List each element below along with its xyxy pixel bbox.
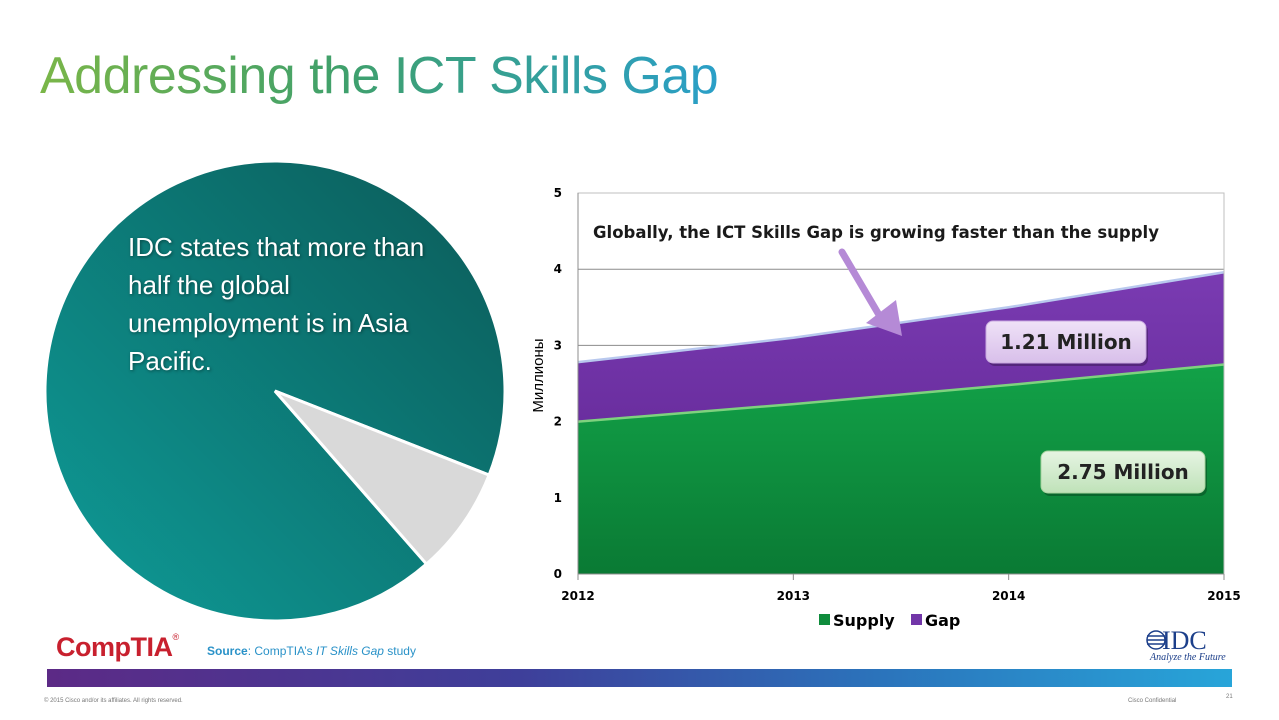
supply-top-line (577, 363, 1225, 423)
y-tick-label: 1 (554, 491, 562, 505)
legend-label: Gap (925, 611, 960, 630)
x-tick-label: 2012 (561, 589, 594, 603)
page-number: 21 (1226, 694, 1233, 700)
y-axis-label: Миллионы (530, 338, 547, 412)
annotation-arrow-icon (838, 248, 902, 336)
gap-top-line (577, 271, 1225, 364)
slide-title: Addressing the ICT Skills Gap (40, 47, 719, 105)
legend-swatch (819, 614, 830, 625)
legend-swatch (911, 614, 922, 625)
y-tick-label: 4 (554, 262, 562, 276)
confidential-label: Cisco Confidential (1128, 698, 1177, 704)
legend-label: Supply (833, 611, 895, 630)
pie-callout-text: IDC states that more than half the globa… (128, 232, 425, 376)
y-tick-label: 3 (554, 338, 562, 352)
y-tick-label: 0 (554, 567, 562, 581)
source-citation: Source: CompTIA’s IT Skills Gap study (207, 644, 416, 658)
idc-globe-icon (1146, 630, 1166, 650)
supply-area (578, 364, 1224, 574)
chart-annotation: Globally, the ICT Skills Gap is growing … (593, 223, 1159, 242)
gap-area (578, 272, 1224, 422)
callout-label: 1.21 Million (1000, 330, 1132, 354)
x-tick-label: 2014 (992, 589, 1025, 603)
comptia-logo: CompTIA® (56, 632, 179, 662)
idc-logo: IDC (1162, 626, 1207, 655)
idc-tagline: Analyze the Future (1150, 652, 1226, 663)
pie-slice (273, 389, 492, 567)
x-tick-label: 2015 (1207, 589, 1240, 603)
y-tick-label: 5 (554, 186, 562, 200)
callout-box (1040, 450, 1206, 494)
copyright-text: © 2015 Cisco and/or its affiliates. All … (44, 698, 183, 704)
footer-color-bar (47, 669, 1232, 687)
callout-box (985, 320, 1147, 364)
x-tick-label: 2013 (777, 589, 810, 603)
y-tick-label: 2 (554, 415, 562, 429)
callout-label: 2.75 Million (1057, 460, 1189, 484)
